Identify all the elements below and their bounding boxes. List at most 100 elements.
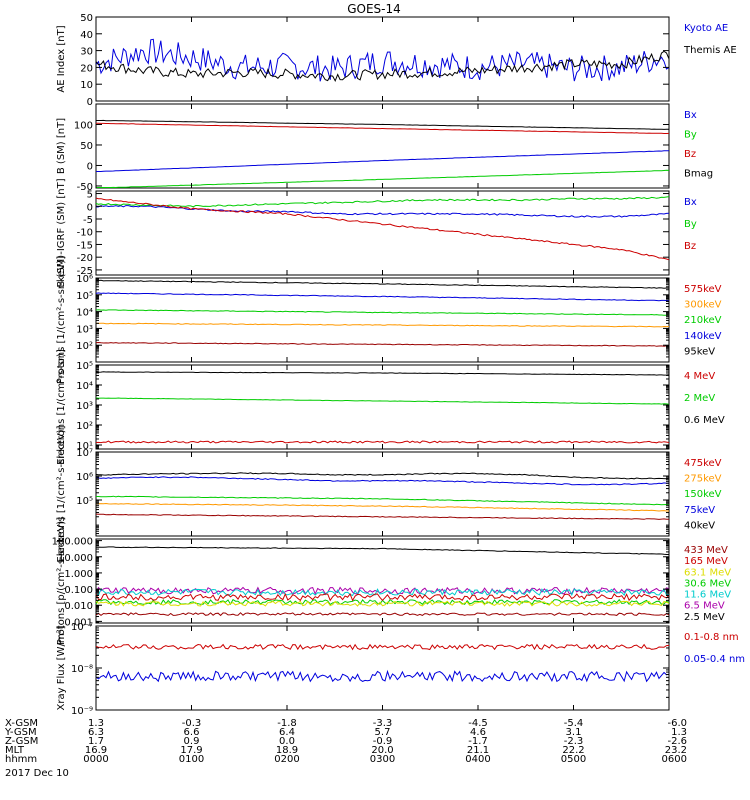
series-line-2-5-mev bbox=[95, 546, 669, 555]
x-tick-value: 18.9 bbox=[276, 745, 298, 756]
panel-2: -50 0 50 100 B (SM) [nT] Bx By Bz Bmag bbox=[56, 103, 713, 193]
panel-6: 10⁵ 10⁶ 10⁷ Electrons [1/(cm²-s-sr-keV)] 475… bbox=[56, 425, 722, 562]
y-axis-label: Electrons [1/(cm²-s-sr)] bbox=[56, 349, 67, 465]
x-tick-value: 1.3 bbox=[671, 727, 687, 738]
y-tick-label: 10⁻⁹ bbox=[71, 706, 93, 717]
legend-entry: 11.6 MeV bbox=[684, 590, 731, 601]
y-tick-label: 10 bbox=[80, 80, 93, 91]
y-tick-label: 30 bbox=[80, 47, 93, 58]
legend-entry: 210keV bbox=[684, 315, 722, 326]
x-tick-value: 0500 bbox=[561, 754, 586, 765]
legend-entry: 0.6 MeV bbox=[684, 415, 725, 426]
y-tick-label: 5 bbox=[87, 190, 93, 201]
legend-entry: 75keV bbox=[684, 505, 715, 516]
x-tick-value: 21.1 bbox=[467, 745, 489, 756]
legend-entry: 433 MeV bbox=[684, 545, 728, 556]
x-tick-value: 3.1 bbox=[566, 727, 582, 738]
legend-entry: 575keV bbox=[684, 284, 722, 295]
x-tick-value: -2.6 bbox=[667, 736, 687, 747]
y-tick-label: 0.100 bbox=[64, 585, 93, 596]
y-tick-label: 10³ bbox=[76, 401, 93, 412]
legend-entry: Bx bbox=[684, 197, 697, 208]
x-tick-value: 20.0 bbox=[371, 745, 393, 756]
legend-entry: Themis AE bbox=[683, 45, 737, 56]
y-tick-label: 10³ bbox=[76, 324, 93, 335]
series-line-bz bbox=[95, 122, 670, 134]
x-tick-value: -2.3 bbox=[564, 736, 584, 747]
x-tick-value: 4.6 bbox=[470, 727, 486, 738]
y-tick-label: 10⁷ bbox=[76, 448, 93, 459]
y-tick-label: -25 bbox=[77, 266, 93, 277]
series-line-75kev bbox=[96, 476, 670, 486]
legend-entry: 140keV bbox=[684, 331, 722, 342]
panel-frame bbox=[95, 190, 670, 276]
y-tick-label: 20 bbox=[80, 63, 93, 74]
y-tick-label: 100 bbox=[74, 120, 93, 131]
y-tick-label: 0 bbox=[87, 97, 93, 108]
x-tick-value: 5.7 bbox=[375, 727, 391, 738]
x-tick-value: 0100 bbox=[179, 754, 204, 765]
x-tick-value: 0.9 bbox=[184, 736, 200, 747]
x-tick-value: -6.0 bbox=[667, 718, 687, 729]
y-tick-label: 10¹ bbox=[76, 441, 93, 452]
series-line-275kev bbox=[96, 502, 669, 512]
legend-entry: 0.05-0.4 nm bbox=[684, 654, 745, 665]
legend-entry: 2.5 MeV bbox=[684, 612, 725, 623]
series-line-by bbox=[95, 196, 670, 208]
series-line-63-1-mev bbox=[95, 600, 670, 607]
legend-entry: Bz bbox=[684, 241, 696, 252]
legend-entry: Bz bbox=[684, 149, 696, 160]
x-tick-value: 0.0 bbox=[279, 736, 295, 747]
x-tick-value: -5.4 bbox=[564, 718, 584, 729]
panel-frame bbox=[95, 625, 670, 711]
x-tick-value: -4.5 bbox=[468, 718, 488, 729]
panel-frame bbox=[95, 277, 670, 363]
series-line-40kev bbox=[95, 472, 670, 480]
x-row-label: Y-GSM bbox=[4, 727, 37, 738]
legend-entry: 300keV bbox=[684, 300, 722, 311]
series-line-140kev bbox=[95, 292, 670, 302]
x-tick-value: 22.2 bbox=[562, 745, 584, 756]
legend-entry: 63.1 MeV bbox=[684, 567, 731, 578]
x-tick-value: 1.7 bbox=[88, 736, 104, 747]
y-tick-label: 10⁵ bbox=[76, 291, 93, 302]
x-tick-value: 16.9 bbox=[85, 745, 107, 756]
y-tick-label: -50 bbox=[77, 182, 93, 193]
series-line-575kev bbox=[95, 341, 669, 347]
y-tick-label: 0.001 bbox=[64, 617, 93, 628]
y-tick-label: 10² bbox=[76, 421, 93, 432]
y-tick-label: 10⁻⁸ bbox=[71, 664, 93, 675]
x-row-label: X-GSM bbox=[5, 718, 38, 729]
y-tick-label: 100.000 bbox=[52, 537, 93, 548]
y-tick-label: 10⁴ bbox=[76, 308, 93, 319]
legend-entry: 275keV bbox=[684, 474, 722, 485]
y-axis-label: Protons [p/(cm²-s-sr-keV)] bbox=[56, 517, 67, 645]
series-line-150kev bbox=[96, 495, 670, 506]
y-tick-label: 0 bbox=[87, 202, 93, 213]
legend-entry: By bbox=[684, 130, 697, 141]
legend-entry: 4 MeV bbox=[684, 371, 715, 382]
x-tick-value: -1.7 bbox=[468, 736, 488, 747]
series-line-210kev bbox=[95, 309, 670, 316]
x-tick-value: 6.6 bbox=[184, 727, 200, 738]
panel-8: 10⁻⁹ 10⁻⁸ 10⁻⁷ Xray Flux [W/m²] 0.1-0.8 nm 0.… bbox=[56, 622, 745, 717]
series-line-bmag bbox=[96, 119, 669, 130]
x-tick-value: -0.3 bbox=[182, 718, 202, 729]
y-tick-label: 10² bbox=[76, 341, 93, 352]
legend-entry: Bx bbox=[684, 110, 697, 121]
series-line-0-1-0-8-nm bbox=[95, 643, 670, 651]
y-tick-label: 1.000 bbox=[64, 569, 93, 580]
series-line-bx bbox=[96, 150, 670, 172]
y-axis-label: AE Index [nT] bbox=[56, 25, 67, 92]
x-tick-value: -3.3 bbox=[373, 718, 393, 729]
x-tick-value: 6.3 bbox=[88, 727, 104, 738]
series-line-themis-ae bbox=[95, 50, 670, 82]
y-tick-label: 50 bbox=[80, 141, 93, 152]
y-tick-label: -10 bbox=[77, 228, 93, 239]
series-line-11-6-mev bbox=[95, 588, 670, 597]
legend-entry: 150keV bbox=[684, 489, 722, 500]
legend-entry: 6.5 MeV bbox=[684, 601, 725, 612]
x-tick-value: 6.4 bbox=[279, 727, 295, 738]
